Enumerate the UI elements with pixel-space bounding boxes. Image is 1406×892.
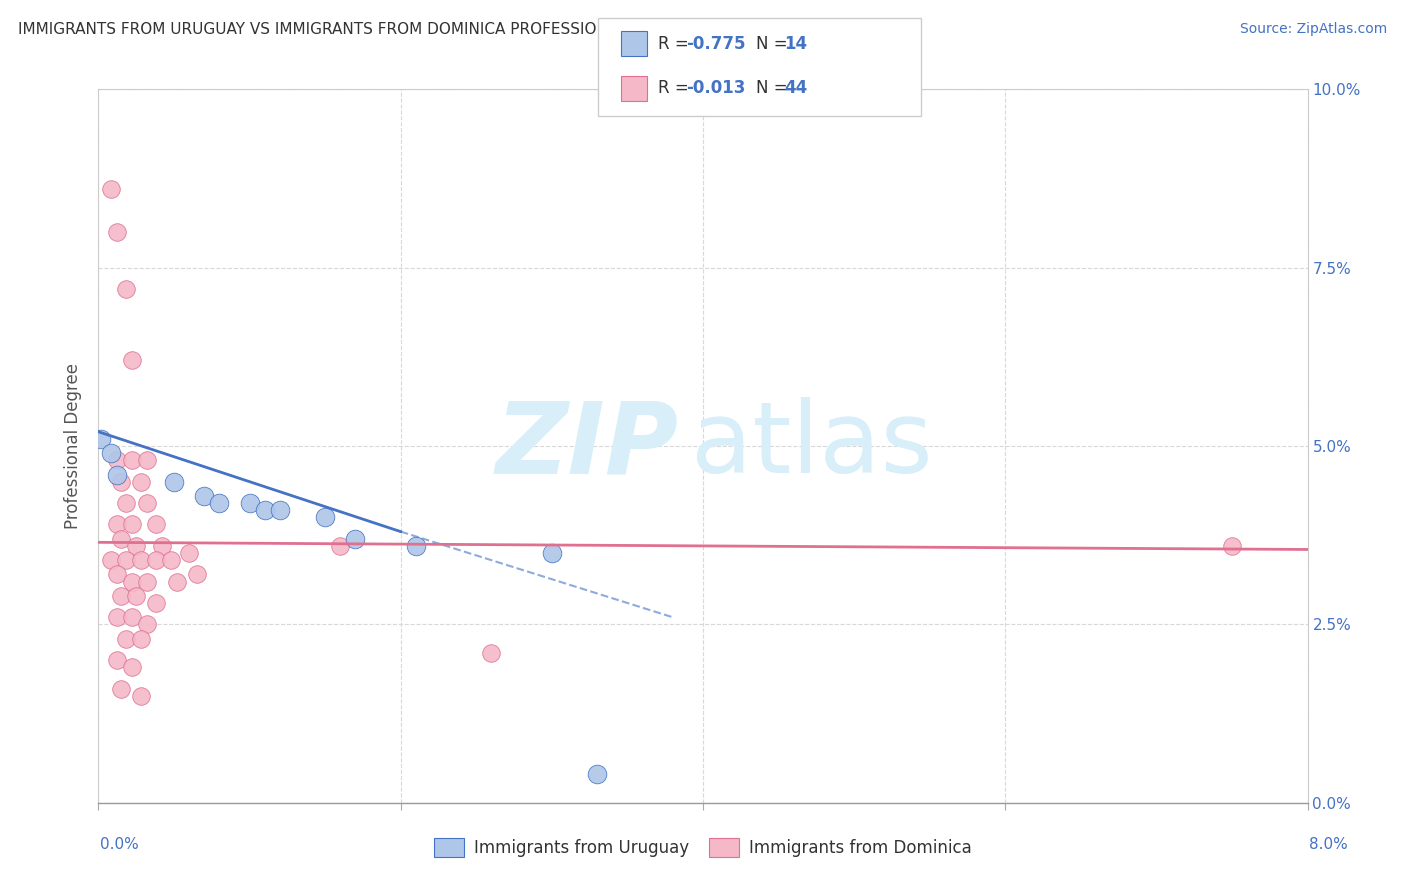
- Point: [160, 553, 183, 567]
- Point: [114, 632, 136, 646]
- Text: ZIP: ZIP: [496, 398, 679, 494]
- Point: [121, 453, 143, 467]
- Point: [105, 610, 128, 624]
- Point: [166, 574, 188, 589]
- Point: [129, 689, 152, 703]
- Point: [90, 432, 112, 446]
- Point: [100, 182, 122, 196]
- Point: [186, 567, 208, 582]
- Point: [129, 475, 152, 489]
- Text: N =: N =: [756, 35, 793, 53]
- Point: [125, 589, 148, 603]
- Point: [329, 539, 352, 553]
- Point: [129, 553, 152, 567]
- Point: [253, 503, 276, 517]
- Point: [135, 496, 157, 510]
- Text: R =: R =: [658, 79, 695, 97]
- Point: [135, 453, 157, 467]
- Y-axis label: Professional Degree: Professional Degree: [65, 363, 83, 529]
- Point: [110, 681, 132, 696]
- Text: R =: R =: [658, 35, 695, 53]
- Point: [105, 467, 128, 482]
- Point: [121, 660, 143, 674]
- Text: atlas: atlas: [690, 398, 932, 494]
- Point: [145, 517, 167, 532]
- Point: [110, 532, 132, 546]
- Point: [121, 610, 143, 624]
- Point: [105, 453, 128, 467]
- Point: [129, 632, 152, 646]
- Text: 0.0%: 0.0%: [100, 837, 139, 852]
- Legend: Immigrants from Uruguay, Immigrants from Dominica: Immigrants from Uruguay, Immigrants from…: [426, 830, 980, 866]
- Point: [110, 589, 132, 603]
- Text: IMMIGRANTS FROM URUGUAY VS IMMIGRANTS FROM DOMINICA PROFESSIONAL DEGREE CORRELAT: IMMIGRANTS FROM URUGUAY VS IMMIGRANTS FR…: [18, 22, 865, 37]
- Point: [105, 225, 128, 239]
- Point: [179, 546, 201, 560]
- Point: [114, 282, 136, 296]
- Point: [145, 596, 167, 610]
- Point: [105, 653, 128, 667]
- Point: [208, 496, 231, 510]
- Point: [314, 510, 336, 524]
- Point: [1220, 539, 1243, 553]
- Point: [344, 532, 367, 546]
- Text: 44: 44: [785, 79, 808, 97]
- Point: [121, 517, 143, 532]
- Point: [114, 496, 136, 510]
- Point: [481, 646, 503, 660]
- Text: -0.013: -0.013: [686, 79, 745, 97]
- Point: [150, 539, 173, 553]
- Text: N =: N =: [756, 79, 793, 97]
- Point: [269, 503, 291, 517]
- Point: [135, 574, 157, 589]
- Text: Source: ZipAtlas.com: Source: ZipAtlas.com: [1240, 22, 1388, 37]
- Point: [121, 353, 143, 368]
- Point: [405, 539, 427, 553]
- Text: -0.775: -0.775: [686, 35, 745, 53]
- Point: [163, 475, 186, 489]
- Point: [100, 446, 122, 460]
- Point: [110, 475, 132, 489]
- Point: [135, 617, 157, 632]
- Point: [105, 567, 128, 582]
- Point: [100, 553, 122, 567]
- Point: [125, 539, 148, 553]
- Point: [114, 553, 136, 567]
- Text: 14: 14: [785, 35, 807, 53]
- Point: [540, 546, 562, 560]
- Point: [239, 496, 262, 510]
- Text: 8.0%: 8.0%: [1309, 837, 1348, 852]
- Point: [105, 517, 128, 532]
- Point: [121, 574, 143, 589]
- Point: [586, 767, 609, 781]
- Point: [193, 489, 215, 503]
- Point: [145, 553, 167, 567]
